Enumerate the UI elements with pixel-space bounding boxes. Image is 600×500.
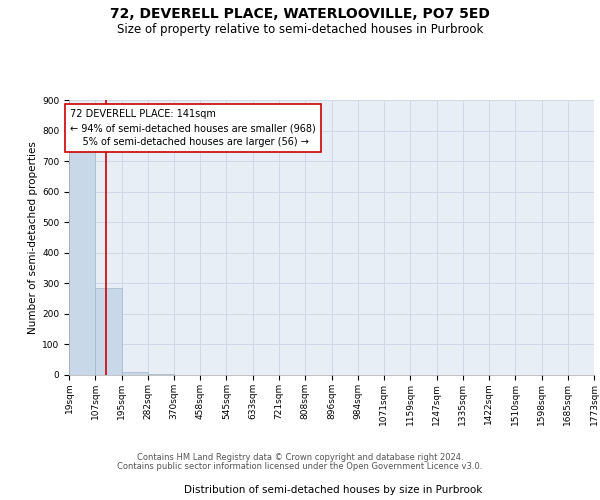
Bar: [69, 146, 95, 375]
Bar: [95, 288, 122, 375]
Text: Distribution of semi-detached houses by size in Purbrook: Distribution of semi-detached houses by …: [184, 485, 482, 495]
Text: 72, DEVERELL PLACE, WATERLOOVILLE, PO7 5ED: 72, DEVERELL PLACE, WATERLOOVILLE, PO7 5…: [110, 8, 490, 22]
Text: 72 DEVERELL PLACE: 141sqm
← 94% of semi-detached houses are smaller (968)
    5%: 72 DEVERELL PLACE: 141sqm ← 94% of semi-…: [70, 109, 316, 147]
Text: Contains public sector information licensed under the Open Government Licence v3: Contains public sector information licen…: [118, 462, 482, 471]
Text: Contains HM Land Registry data © Crown copyright and database right 2024.: Contains HM Land Registry data © Crown c…: [137, 454, 463, 462]
Y-axis label: Number of semi-detached properties: Number of semi-detached properties: [28, 141, 38, 334]
Text: Size of property relative to semi-detached houses in Purbrook: Size of property relative to semi-detach…: [117, 22, 483, 36]
Bar: [148, 374, 174, 375]
Bar: [122, 372, 148, 375]
